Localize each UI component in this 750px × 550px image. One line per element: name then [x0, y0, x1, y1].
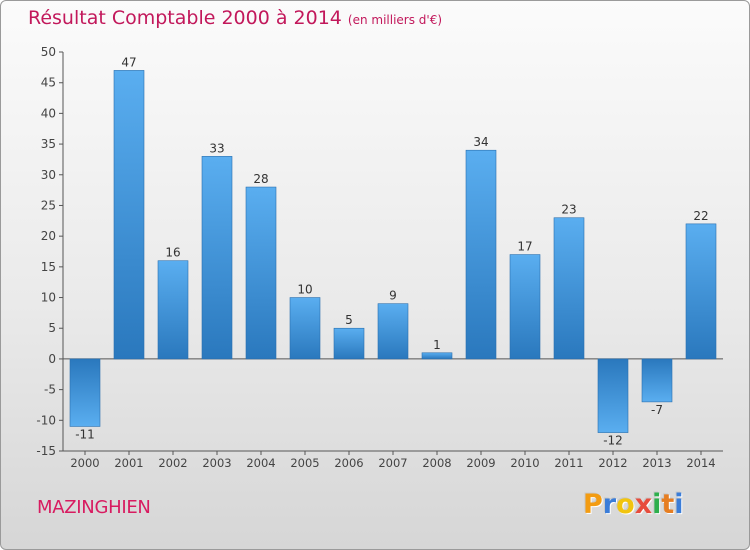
bar-2010 — [509, 254, 541, 360]
data-label-2004: 28 — [253, 172, 268, 186]
bars — [69, 70, 717, 433]
bar-2002 — [157, 260, 189, 360]
y-tick-label: 35 — [41, 137, 56, 151]
bar-2005 — [289, 297, 321, 360]
y-tick-label: 0 — [48, 352, 56, 366]
y-tick-label: -10 — [36, 413, 56, 427]
x-tick-label: 2000 — [70, 456, 99, 470]
x-tick-label: 2003 — [202, 456, 231, 470]
y-tick-label: 25 — [41, 198, 56, 212]
logo-letter: i — [652, 489, 662, 520]
y-tick-label: -15 — [36, 444, 56, 458]
data-label-2003: 33 — [209, 141, 224, 155]
commune-name: MAZINGHIEN — [37, 497, 151, 518]
logo-letter: o — [616, 489, 635, 520]
title-unit: (en milliers d'€) — [347, 13, 443, 27]
y-tick-label: 40 — [41, 106, 56, 120]
bar-2012 — [597, 358, 629, 433]
y-tick-label: 10 — [41, 291, 56, 305]
bar-2006 — [333, 327, 365, 360]
y-tick-label: 5 — [48, 321, 56, 335]
x-tick-label: 2002 — [158, 456, 187, 470]
y-tick-label: 15 — [41, 260, 56, 274]
x-tick-label: 2014 — [686, 456, 715, 470]
data-label-2010: 17 — [517, 240, 532, 254]
logo-letter: t — [661, 489, 675, 520]
data-label-2002: 16 — [165, 246, 180, 260]
chart-title: Résultat Comptable 2000 à 2014 (en millie… — [28, 7, 442, 29]
data-label-2001: 47 — [121, 55, 136, 69]
data-label-2006: 5 — [345, 313, 353, 327]
bar-2007 — [377, 303, 409, 360]
x-tick-label: 2001 — [114, 456, 143, 470]
bar-2014 — [685, 223, 717, 360]
y-tick-label: 20 — [41, 229, 56, 243]
data-label-2012: -12 — [603, 434, 623, 448]
x-tick-label: 2009 — [466, 456, 495, 470]
x-tick-label: 2007 — [378, 456, 407, 470]
x-tick-label: 2012 — [598, 456, 627, 470]
logo-letter: P — [583, 489, 603, 520]
bar-2003 — [201, 156, 233, 360]
bar-2011 — [553, 217, 585, 360]
bar-2009 — [465, 149, 497, 360]
x-tick-label: 2004 — [246, 456, 275, 470]
bar-2000 — [69, 358, 101, 427]
data-label-2011: 23 — [561, 203, 576, 217]
logo-letter: r — [602, 489, 617, 520]
y-tick-label: 50 — [41, 45, 56, 59]
x-tick-label: 2005 — [290, 456, 319, 470]
data-label-2013: -7 — [651, 403, 663, 417]
logo-letter: x — [634, 489, 653, 520]
bar-2013 — [641, 358, 673, 403]
proxiti-logo: Proxiti — [583, 489, 684, 520]
y-tick-label: 45 — [41, 76, 56, 90]
data-label-2009: 34 — [473, 135, 488, 149]
title-text: Résultat Comptable 2000 à 2014 — [28, 7, 342, 29]
y-tick-label: -5 — [44, 383, 56, 397]
x-tick-label: 2011 — [554, 456, 583, 470]
x-tick-label: 2008 — [422, 456, 451, 470]
x-tick-label: 2013 — [642, 456, 671, 470]
x-tick-label: 2010 — [510, 456, 539, 470]
bar-2004 — [245, 186, 277, 360]
data-label-2007: 9 — [389, 289, 397, 303]
bar-2008 — [421, 352, 453, 360]
data-label-2000: -11 — [75, 427, 95, 441]
x-tick-label: 2006 — [334, 456, 363, 470]
data-label-2008: 1 — [433, 338, 441, 352]
data-label-2005: 10 — [297, 283, 312, 297]
y-tick-label: 30 — [41, 168, 56, 182]
data-labels: -11 47 16 33 28 10 5 9 1 34 17 23 -12 -7 22 — [75, 55, 708, 447]
bar-2001 — [113, 70, 145, 360]
logo-letter: i — [674, 489, 684, 520]
data-label-2014: 22 — [693, 209, 708, 223]
